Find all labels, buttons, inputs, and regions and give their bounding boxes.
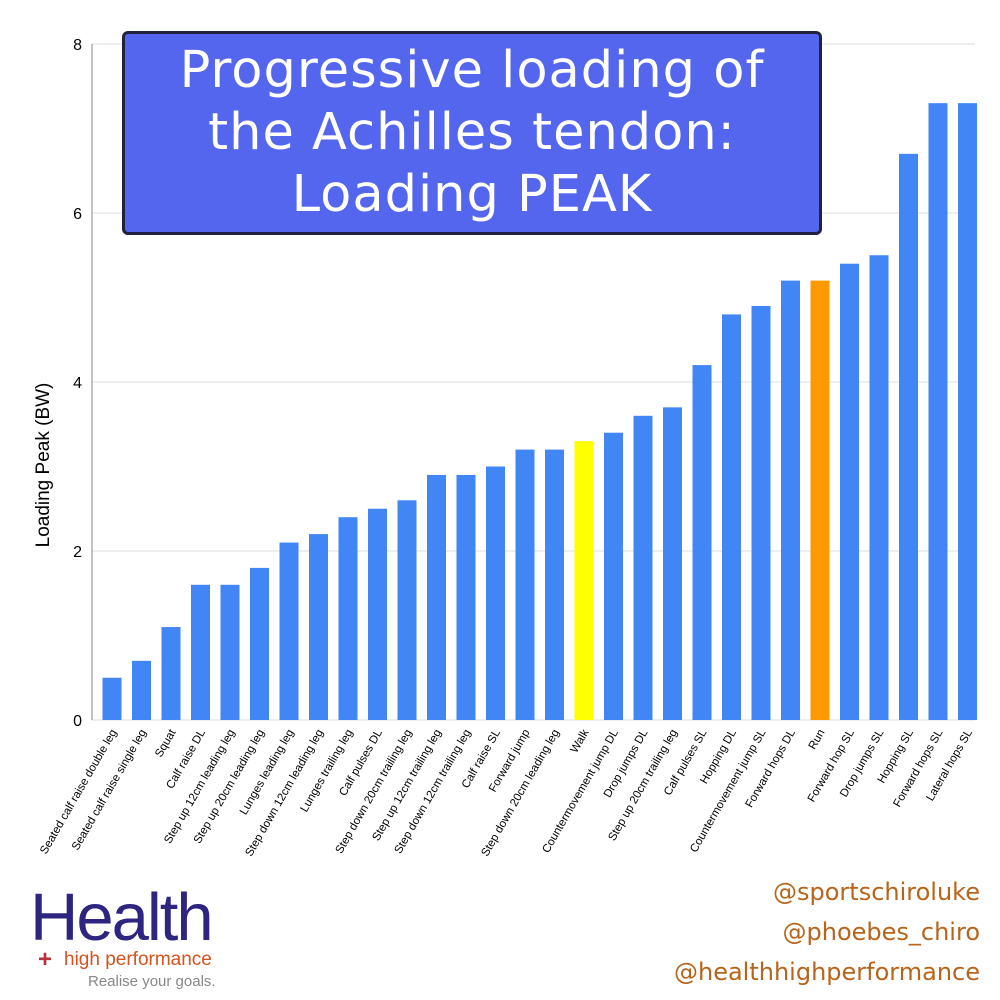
bar (456, 474, 476, 720)
bar (161, 627, 181, 720)
health-high-performance-logo: Health + high performance Realise your g… (30, 880, 216, 990)
social-handle: @healthhighperformance (674, 958, 980, 986)
logo-wordmark: Health (30, 880, 214, 955)
x-tick-label: Lunges leading leg (238, 728, 297, 818)
bar (722, 314, 741, 720)
y-tick-label: 6 (73, 206, 82, 223)
bar (899, 153, 918, 721)
bar (397, 500, 417, 720)
y-axis-label: Loading Peak (BW) (33, 382, 54, 548)
plus-icon: + (38, 946, 53, 973)
y-tick-label: 4 (73, 375, 82, 392)
bar (486, 466, 505, 720)
bar (574, 441, 594, 720)
bar (250, 567, 269, 720)
bar (338, 517, 358, 720)
logo-tagline: Realise your goals. (88, 973, 216, 990)
bar (751, 305, 771, 720)
bar (191, 584, 210, 720)
logo-subtitle: + high performance (38, 946, 216, 973)
social-handles: @sportschiroluke @phoebes_chiro @healthh… (674, 872, 980, 992)
chart-title-line: Progressive loading of (179, 41, 765, 100)
bar (515, 449, 535, 720)
bar (958, 103, 977, 720)
bar (102, 677, 122, 720)
bar (220, 584, 240, 720)
chart-title-box: Progressive loading of the Achilles tend… (122, 31, 822, 235)
bar (427, 474, 446, 720)
bar (545, 449, 564, 720)
bar (810, 280, 830, 720)
bar (840, 263, 859, 720)
x-tick-label: Run (807, 728, 828, 752)
bar (663, 407, 682, 720)
y-tick-label: 8 (73, 37, 82, 54)
bar (781, 280, 800, 720)
x-tick-label: Walk (569, 727, 592, 755)
bar (633, 415, 653, 720)
social-handle: @sportschiroluke (773, 878, 980, 906)
y-tick-label: 2 (73, 544, 82, 561)
bar (132, 660, 151, 720)
bar (692, 365, 712, 720)
bar (869, 255, 889, 720)
bar (928, 103, 948, 720)
bar (279, 542, 299, 720)
x-tick-label: Squat (153, 727, 179, 760)
chart-title-line: the Achilles tendon: (208, 103, 736, 162)
logo-subtitle-text: high performance (64, 949, 212, 970)
social-handle: @phoebes_chiro (782, 918, 981, 946)
bar (368, 508, 387, 720)
bar (309, 534, 328, 720)
chart-title-line: Loading PEAK (291, 165, 653, 224)
y-tick-label: 0 (73, 713, 82, 730)
bar (604, 432, 623, 720)
